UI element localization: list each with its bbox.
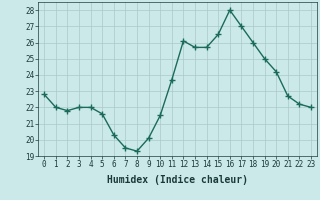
X-axis label: Humidex (Indice chaleur): Humidex (Indice chaleur) — [107, 175, 248, 185]
